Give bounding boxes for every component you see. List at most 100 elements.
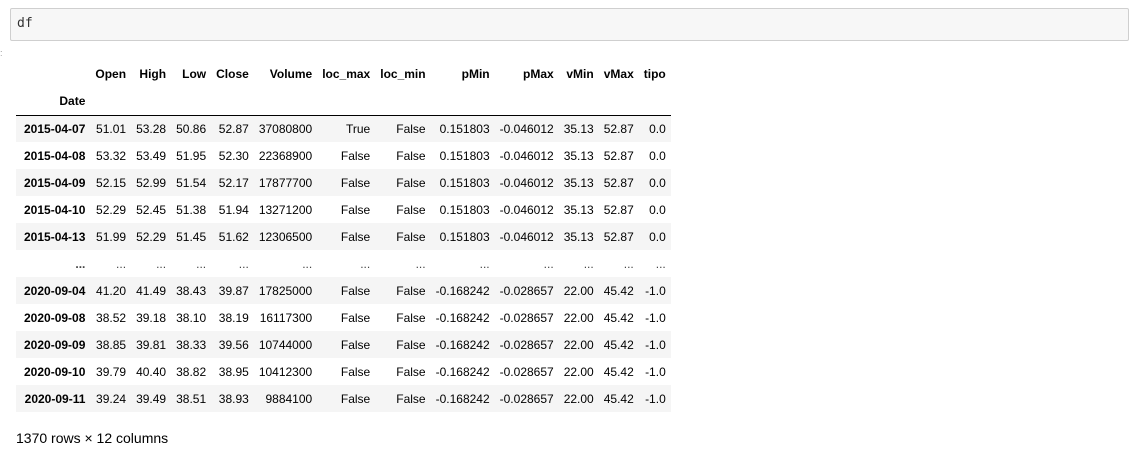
table-cell: 45.42	[603, 310, 634, 325]
code-text: df	[17, 16, 33, 31]
table-row: 2015-04-10 52.29 52.45 51.38 51.94 13271200 Fa…	[16, 196, 671, 223]
table-cell: 41.49	[136, 283, 167, 298]
column-header: Volume	[269, 67, 313, 81]
table-cell: 52.45	[136, 202, 167, 217]
table-cell: 12306500	[258, 229, 313, 244]
table-cell: False	[396, 202, 426, 217]
dataframe-table: Open High Low Close Volume loc_max loc_min pMin…	[16, 60, 671, 412]
table-cell: 52.87	[603, 175, 634, 190]
table-cell: 52.87	[218, 121, 249, 136]
table-cell: 35.13	[563, 202, 594, 217]
code-input[interactable]: df	[10, 8, 1129, 41]
table-cell: False	[396, 148, 426, 163]
table-cell: 51.99	[96, 229, 127, 244]
table-cell: 0.151803	[439, 202, 490, 217]
table-cell: -0.168242	[435, 364, 490, 379]
table-cell: 22.00	[563, 391, 594, 406]
table-cell: 40.40	[136, 364, 167, 379]
table-cell: 39.49	[136, 391, 167, 406]
index-name-row: Date	[16, 88, 671, 116]
empty-header-cell	[430, 88, 495, 116]
row-index: 2015-04-10	[24, 202, 86, 217]
column-header: Close	[216, 67, 249, 81]
column-header: High	[139, 67, 167, 81]
table-cell: False	[396, 175, 426, 190]
table-cell: -0.168242	[435, 337, 490, 352]
table-row: 2020-09-04 41.20 41.49 38.43 39.87 17825000 Fa…	[16, 277, 671, 304]
table-row: 2015-04-09 52.15 52.99 51.54 52.17 17877700 Fa…	[16, 169, 671, 196]
table-cell: 51.45	[176, 229, 207, 244]
output-prompt-marker: :	[0, 48, 3, 58]
empty-header-cell	[131, 88, 172, 116]
table-cell: 53.32	[96, 148, 127, 163]
table-cell: 52.29	[96, 202, 127, 217]
row-index: ...	[75, 256, 86, 271]
table-cell: -0.046012	[499, 202, 554, 217]
table-cell: 51.95	[176, 148, 207, 163]
column-header: loc_max	[322, 67, 371, 81]
table-cell: 0.0	[649, 148, 666, 163]
table-cell: -0.168242	[435, 283, 490, 298]
table-cell: 51.94	[218, 202, 249, 217]
table-body: 2015-04-07 51.01 53.28 50.86 52.87 37080800 Tr…	[16, 115, 671, 412]
table-cell: 10744000	[258, 337, 313, 352]
table-cell: 0.151803	[439, 229, 490, 244]
table-row: 2015-04-07 51.01 53.28 50.86 52.87 37080800 Tr…	[16, 115, 671, 142]
table-cell: ...	[302, 256, 313, 271]
table-cell: 38.33	[176, 337, 207, 352]
table-cell: False	[340, 175, 371, 190]
table-cell: -0.046012	[499, 175, 554, 190]
row-index: 2015-04-07	[24, 121, 86, 136]
column-header: loc_min	[380, 67, 426, 81]
column-header: pMin	[461, 67, 490, 81]
table-cell: 39.87	[218, 283, 249, 298]
table-cell: 38.43	[176, 283, 207, 298]
table-cell: 22368900	[258, 148, 313, 163]
table-cell: ...	[623, 256, 634, 271]
table-cell: -0.168242	[435, 310, 490, 325]
table-cell: 17877700	[258, 175, 313, 190]
table-cell: 45.42	[603, 391, 634, 406]
table-cell: 38.10	[176, 310, 207, 325]
table-cell: ...	[116, 256, 127, 271]
table-cell: 0.0	[649, 202, 666, 217]
empty-header-cell	[90, 88, 132, 116]
table-cell: 13271200	[258, 202, 313, 217]
table-cell: -1.0	[645, 310, 666, 325]
table-row: 2015-04-08 53.32 53.49 51.95 52.30 22368900 Fa…	[16, 142, 671, 169]
table-cell: 52.30	[218, 148, 249, 163]
row-index: 2020-09-10	[24, 364, 86, 379]
table-cell: True	[346, 121, 371, 136]
table-cell: 38.19	[218, 310, 249, 325]
table-cell: 52.15	[96, 175, 127, 190]
empty-header-cell	[375, 88, 431, 116]
table-cell: 38.85	[96, 337, 127, 352]
column-header: Low	[182, 67, 207, 81]
table-cell: 0.0	[649, 175, 666, 190]
empty-header-cell	[494, 88, 559, 116]
empty-header-cell	[171, 88, 212, 116]
dataframe-shape: 1370 rows × 12 columns	[16, 430, 169, 446]
row-index: 2015-04-13	[24, 229, 86, 244]
table-row: 2020-09-08 38.52 39.18 38.10 38.19 16117300 Fa…	[16, 304, 671, 331]
table-cell: 37080800	[258, 121, 313, 136]
table-cell: 22.00	[563, 310, 594, 325]
table-cell: False	[396, 337, 426, 352]
table-cell: 45.42	[603, 337, 634, 352]
table-cell: 51.38	[176, 202, 207, 217]
table-cell: False	[396, 283, 426, 298]
table-cell: 0.0	[649, 121, 666, 136]
table-cell: 52.87	[603, 229, 634, 244]
empty-header-cell	[558, 88, 599, 116]
table-cell: -1.0	[645, 337, 666, 352]
table-cell: 53.49	[136, 148, 167, 163]
table-row: 2020-09-11 39.24 39.49 38.51 38.93 9884100 Fal…	[16, 385, 671, 412]
table-cell: 45.42	[603, 364, 634, 379]
table-cell: -0.168242	[435, 391, 490, 406]
empty-header-cell	[638, 88, 671, 116]
table-cell: 39.56	[218, 337, 249, 352]
table-cell: 52.99	[136, 175, 167, 190]
table-row: 2015-04-13 51.99 52.29 51.45 51.62 12306500 Fa…	[16, 223, 671, 250]
row-index: 2020-09-08	[24, 310, 86, 325]
column-header: Open	[95, 67, 127, 81]
